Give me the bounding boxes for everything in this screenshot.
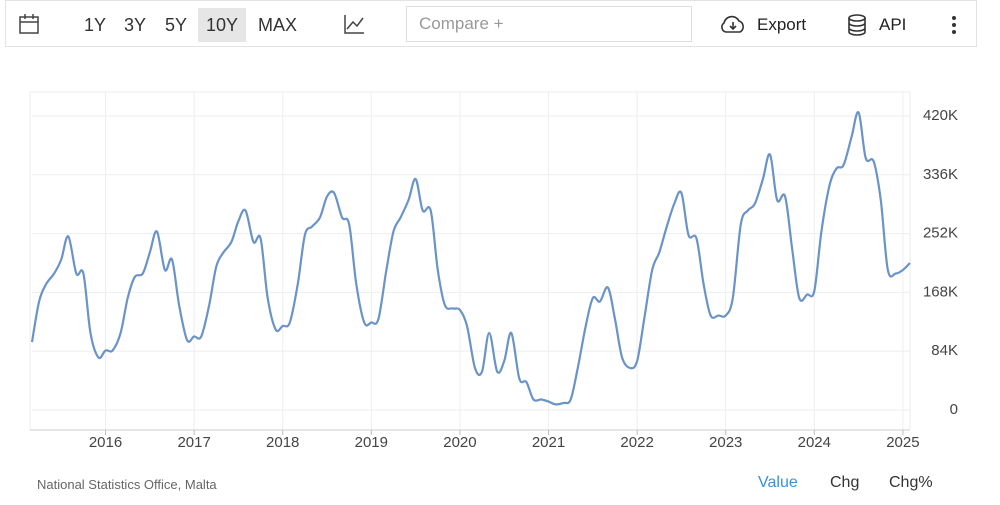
- range-button[interactable]: MAX: [258, 15, 298, 35]
- range-button[interactable]: 1Y: [84, 15, 107, 35]
- y-tick-label: 168K: [923, 283, 958, 300]
- tab[interactable]: Value: [758, 474, 798, 491]
- x-tick-label: 2018: [266, 434, 299, 451]
- api-button[interactable]: API: [879, 15, 907, 34]
- source: National Statistics Office, Malta: [37, 477, 217, 492]
- api-icon[interactable]: [846, 13, 868, 37]
- x-tick-label: 2025: [886, 434, 919, 451]
- compare-input[interactable]: Compare +: [406, 6, 692, 42]
- range-button[interactable]: 3Y: [124, 15, 147, 35]
- calendar-icon[interactable]: [18, 13, 40, 35]
- y-tick-label: 0: [950, 401, 958, 418]
- tab[interactable]: Chg%: [889, 474, 933, 491]
- more-icon[interactable]: [950, 15, 958, 35]
- x-tick-label: 2023: [709, 434, 742, 451]
- x-tick-label: 2022: [620, 434, 653, 451]
- x-tick-label: 2017: [177, 434, 210, 451]
- x-tick-label: 2019: [355, 434, 388, 451]
- x-tick-label: 2024: [798, 434, 831, 451]
- y-tick-label: 252K: [923, 225, 958, 242]
- x-tick-label: 2020: [443, 434, 476, 451]
- export-icon[interactable]: [718, 14, 748, 36]
- x-tick-label: 2021: [532, 434, 565, 451]
- range-button[interactable]: 10Y: [198, 8, 247, 42]
- x-tick-label: 2016: [89, 434, 122, 451]
- export-button[interactable]: Export: [757, 15, 807, 34]
- toolbar: 1Y 3Y 5Y 10Y MAX Compare + Export API: [5, 0, 977, 47]
- range-button[interactable]: 5Y: [165, 15, 188, 35]
- y-tick-label: 420K: [923, 107, 958, 124]
- tab[interactable]: Chg: [830, 474, 860, 491]
- chart: 0 84K 168K 252K 336K 420K 2016 2017 2018 2019 2020…: [29, 91, 958, 451]
- chart-type-icon[interactable]: [342, 13, 366, 35]
- y-tick-label: 336K: [923, 166, 958, 183]
- data-line: [30, 111, 911, 406]
- y-tick-label: 84K: [931, 342, 958, 359]
